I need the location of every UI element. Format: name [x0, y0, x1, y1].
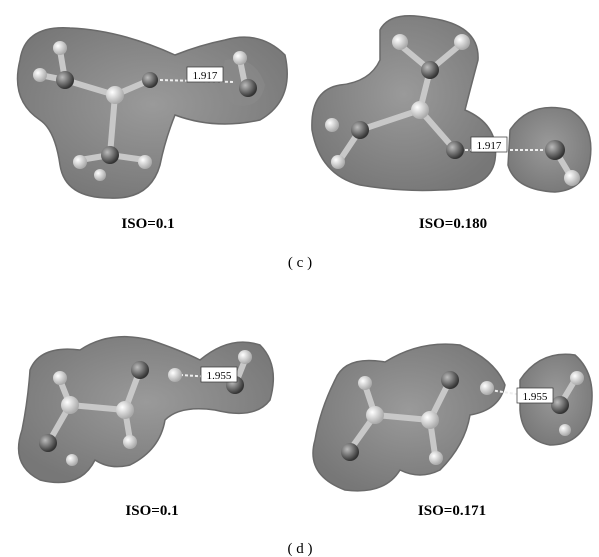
atom [66, 454, 78, 466]
atom [570, 371, 584, 385]
bond-length-label: 1.917 [477, 140, 502, 152]
atom [239, 79, 257, 97]
isosurface [19, 337, 274, 483]
atom [142, 72, 158, 88]
atom [53, 371, 67, 385]
atom [131, 361, 149, 379]
atom [123, 435, 137, 449]
atom [411, 101, 429, 119]
atom [73, 155, 87, 169]
iso-label: ISO=0.1 [121, 216, 174, 232]
atom [325, 118, 339, 132]
atom [53, 41, 67, 55]
atom [138, 155, 152, 169]
molecule-c-left: 1.917 [18, 28, 288, 198]
molecule-d-left: 1.955 [19, 337, 274, 483]
atom [94, 169, 106, 181]
atom [106, 86, 124, 104]
atom [101, 146, 119, 164]
atom [116, 401, 134, 419]
atom [168, 368, 182, 382]
bond-length-label: 1.955 [207, 370, 232, 382]
atom [56, 71, 74, 89]
bond-length-label: 1.917 [193, 70, 218, 82]
atom [39, 434, 57, 452]
atom [480, 381, 494, 395]
atom [421, 61, 439, 79]
atom [233, 51, 247, 65]
iso-label: ISO=0.171 [418, 503, 486, 519]
atom [421, 411, 439, 429]
atom [454, 34, 470, 50]
atom [351, 121, 369, 139]
atom [446, 141, 464, 159]
atom [33, 68, 47, 82]
atom [341, 443, 359, 461]
atom [441, 371, 459, 389]
atom [331, 155, 345, 169]
atom [392, 34, 408, 50]
atom [358, 376, 372, 390]
panel-label: ( d ) [288, 541, 313, 557]
panel-label: ( c ) [288, 255, 312, 271]
iso-label: ISO=0.1 [125, 503, 178, 519]
molecule-d-right: 1.955 [313, 344, 592, 491]
figure: 1.917 ISO=0.1 1.917 ISO=0.180 ( c ) 1.95… [0, 0, 599, 557]
atom [559, 424, 571, 436]
atom [238, 350, 252, 364]
bond-length-label: 1.955 [523, 391, 548, 403]
atom [564, 170, 580, 186]
atom [551, 396, 569, 414]
atom [61, 396, 79, 414]
atom [366, 406, 384, 424]
iso-label: ISO=0.180 [419, 216, 487, 232]
molecule-c-right: 1.917 [312, 16, 591, 192]
atom [429, 451, 443, 465]
atom [545, 140, 565, 160]
